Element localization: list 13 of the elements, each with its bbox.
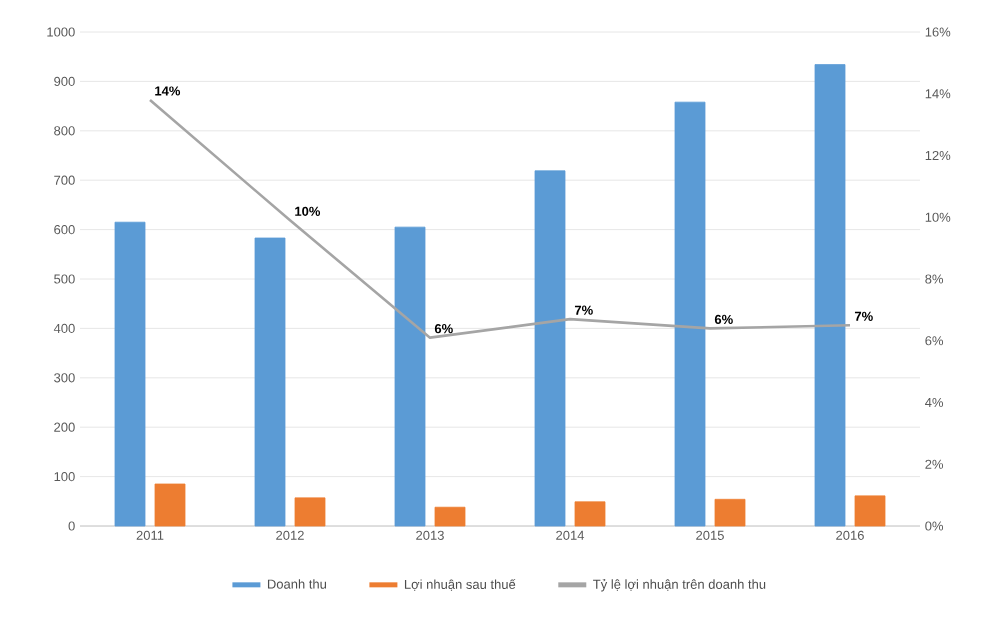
bar xyxy=(714,498,746,527)
bar xyxy=(674,101,706,527)
line-series xyxy=(148,98,852,339)
bar xyxy=(534,170,566,527)
bar xyxy=(434,506,466,527)
bar xyxy=(154,483,186,527)
bar xyxy=(854,495,886,527)
bar xyxy=(814,64,846,527)
bar xyxy=(574,501,606,527)
bar xyxy=(254,237,286,527)
bar xyxy=(114,221,146,527)
bar xyxy=(294,497,326,527)
bar xyxy=(394,226,426,527)
